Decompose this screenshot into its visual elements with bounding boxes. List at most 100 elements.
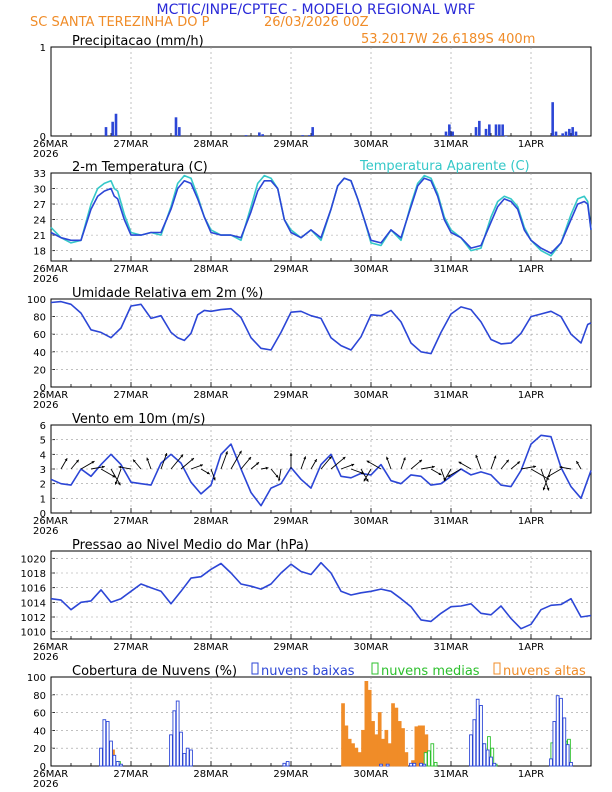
wind-arrowhead: [493, 455, 497, 459]
precip-bar: [261, 134, 264, 136]
wind-arrowhead: [191, 458, 194, 461]
cloud-bar-low: [189, 749, 193, 767]
x-tick-label: 27MAR: [113, 769, 148, 780]
cloud-bar-low: [549, 758, 553, 767]
x-tick-label: 31MAR: [433, 390, 468, 401]
plot-frame: [50, 298, 592, 388]
cloud-bar-low: [99, 747, 103, 767]
cloud-bar-high: [414, 726, 419, 767]
x-tick-label: 28MAR: [193, 516, 228, 527]
wind-arrowhead: [239, 450, 242, 454]
wind-arrowhead: [475, 454, 479, 458]
y-tick-label: 20: [33, 365, 46, 376]
cloud-bar-high: [344, 725, 349, 767]
precip-bar: [501, 124, 504, 136]
wind-arrowhead: [403, 457, 406, 461]
precip-bar: [561, 133, 564, 136]
wind-arrowhead: [164, 453, 168, 457]
wind-arrowhead: [200, 464, 203, 467]
y-tick-label: 0: [40, 762, 46, 773]
precip-bar: [104, 127, 108, 136]
precip-bar: [551, 102, 554, 136]
precip-bar: [244, 135, 248, 136]
precip-bar: [448, 124, 451, 136]
wind-arrowhead: [458, 461, 462, 465]
wind-arrowhead: [419, 459, 422, 463]
panel-title: Cobertura de Nuvens (%): [72, 664, 237, 679]
cloud-bar-high: [404, 752, 409, 767]
x-tick-label: 30MAR: [353, 642, 388, 653]
legend-label: nuvens altas: [503, 664, 586, 679]
wind-arrowhead: [314, 459, 317, 463]
cloud-bar-high: [384, 729, 389, 767]
cloud-bar-low: [475, 698, 480, 767]
wind-vector: [170, 454, 184, 470]
wind-arrowhead: [303, 456, 306, 460]
x-tick-label: 29MAR: [273, 390, 308, 401]
x-tick-label: 27MAR: [113, 264, 148, 275]
cloud-bar-low: [485, 749, 490, 767]
wind-arrowhead: [146, 457, 150, 461]
wind-arrowhead: [91, 461, 95, 464]
y-tick-label: 80: [33, 313, 46, 324]
x-tick-label: 30MAR: [353, 769, 388, 780]
cloud-bar-low: [469, 734, 473, 767]
wind-vector: [230, 450, 242, 470]
x-tick-label: 1APR: [518, 769, 544, 780]
plot-frame: [50, 550, 592, 640]
wind-arrowhead: [180, 454, 184, 458]
wind-vector: [320, 456, 332, 470]
wind-vector: [542, 468, 552, 491]
precip-bar: [308, 135, 311, 136]
wind-arrowhead: [517, 461, 520, 465]
precip-bar: [311, 127, 314, 136]
panel-title: Umidade Relativa em 2m (%): [72, 286, 263, 301]
cloud-bar-high: [381, 738, 385, 767]
wind-arrowhead: [533, 465, 536, 469]
wind-vector: [180, 457, 195, 470]
precip-bar: [451, 131, 454, 136]
header-coords: 53.2017W 26.6189S 400m: [361, 32, 535, 47]
x-tick-label: 30MAR: [353, 516, 388, 527]
wind-arrowhead: [277, 478, 281, 482]
precip-bar: [554, 131, 558, 136]
x-tick-label: 30MAR: [353, 390, 388, 401]
wind-arrowhead: [547, 474, 551, 477]
cloud-bar-high: [347, 738, 352, 767]
wind-arrowhead: [542, 487, 546, 491]
x-tick-label: 1APR: [518, 516, 544, 527]
y-tick-label: 2: [40, 480, 46, 491]
cloud-bar-low: [479, 705, 483, 767]
x-tick-label: 27MAR: [113, 516, 148, 527]
cloud-bar-low: [175, 700, 180, 767]
wind-arrowhead: [212, 477, 216, 481]
wind-arrowhead: [363, 478, 367, 482]
cloud-bar-low: [555, 695, 560, 767]
header-location: SC SANTA TEREZINHA DO P: [30, 15, 210, 30]
x-tick-label: 30MAR: [353, 264, 388, 275]
wind-arrowhead: [576, 461, 579, 464]
precip-bar: [474, 127, 478, 136]
x-tick-label: 31MAR: [433, 139, 468, 150]
x-tick-label: 31MAR: [433, 769, 468, 780]
precip-bar: [504, 136, 508, 137]
cloud-bar-low: [565, 744, 570, 767]
cloud-bar-low: [419, 762, 423, 767]
header-title: MCTIC/INPE/CPTEC - MODELO REGIONAL WRF: [157, 2, 476, 18]
wind-vector: [220, 451, 228, 470]
panel-title: Precipitacao (mm/h): [72, 34, 204, 49]
cloud-bar-high: [351, 743, 355, 767]
y-tick-label: 60: [33, 330, 46, 341]
cloud-bar-low: [182, 753, 187, 767]
x-year-label: 2026: [33, 274, 58, 285]
plot-frame: [50, 172, 592, 262]
wind-speed-line: [50, 434, 592, 507]
panel-title: 2-m Temperatura (C): [72, 160, 208, 175]
cloud-bar-low: [379, 763, 383, 767]
precip-bar: [494, 124, 498, 136]
wind-vector: [160, 452, 168, 470]
cloud-bar-low: [112, 754, 117, 767]
wind-arrowhead: [76, 459, 79, 463]
y-tick-label: 6: [40, 421, 46, 432]
